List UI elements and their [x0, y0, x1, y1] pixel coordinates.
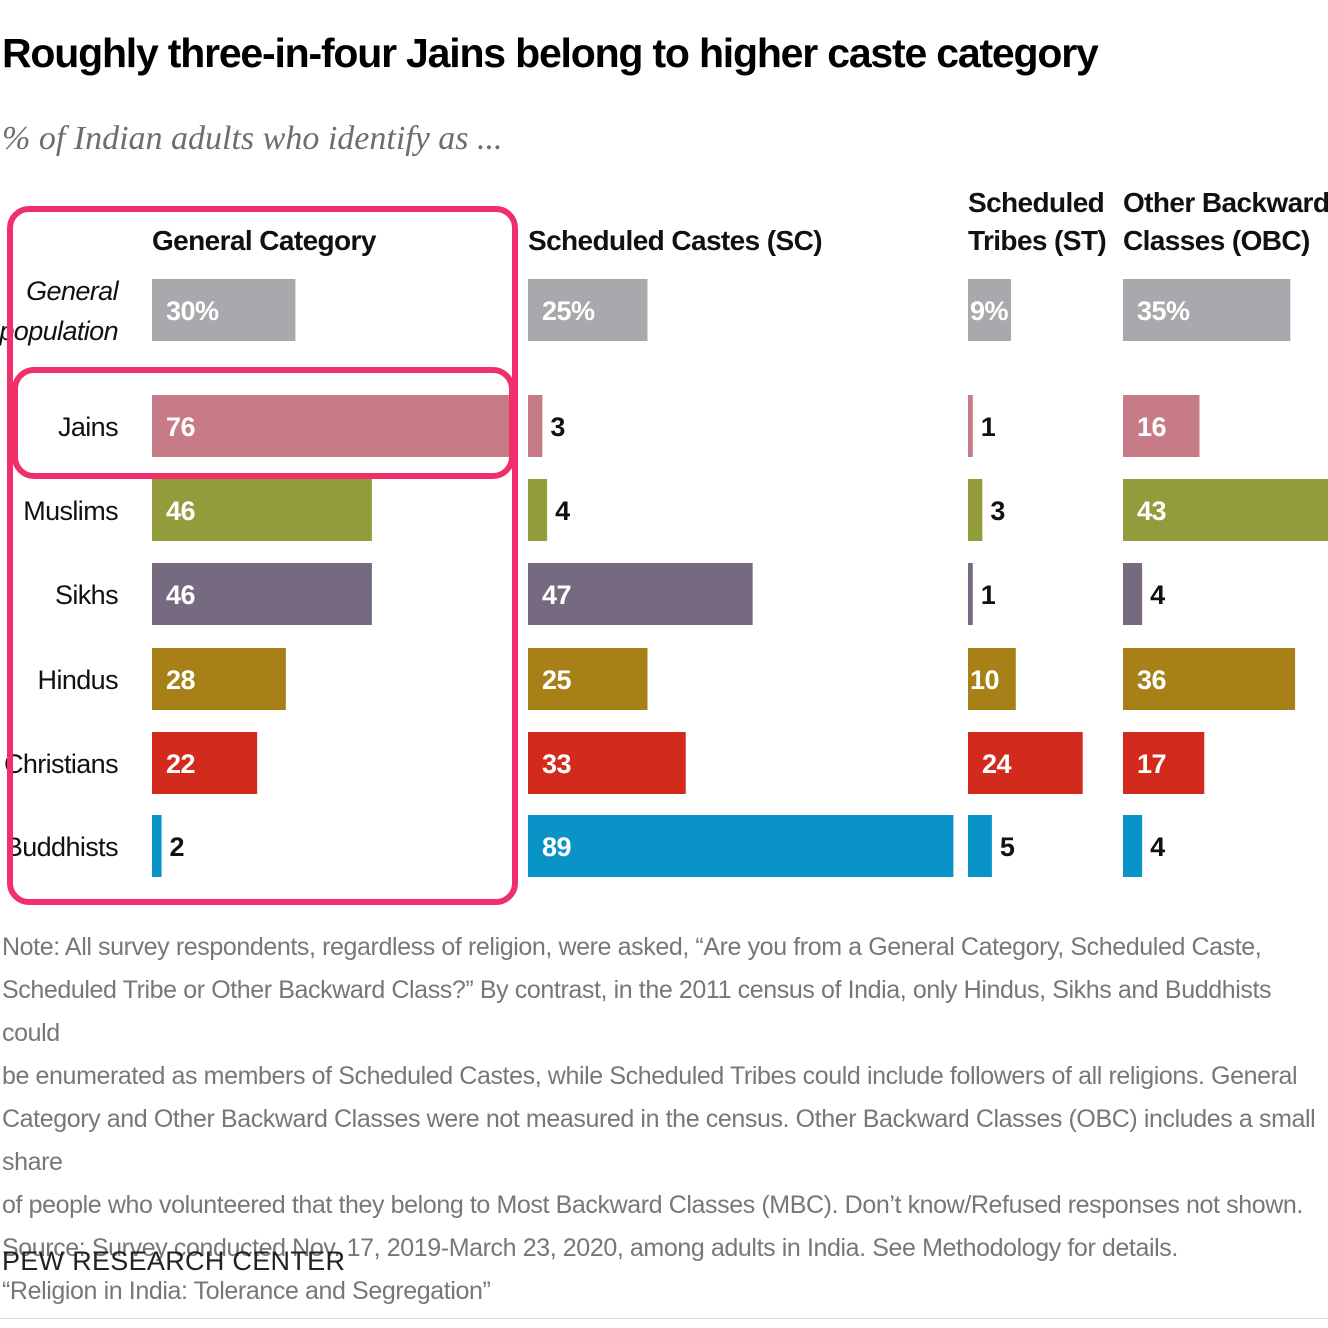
bar-scheduled-tribes-st-general-population [968, 279, 1012, 341]
bar-scheduled-castes-sc-jains [528, 395, 543, 457]
value-label-other-backward-classes-obc-buddhists: 4 [1150, 832, 1165, 862]
bar-general-category-buddhists [152, 815, 162, 877]
bar-general-category-general-population [152, 279, 296, 341]
bar-other-backward-classes-obc-jains [1123, 395, 1200, 457]
value-label-scheduled-castes-sc-buddhists: 89 [542, 832, 572, 862]
bar-scheduled-castes-sc-buddhists [528, 815, 954, 877]
value-label-other-backward-classes-obc-jains: 16 [1137, 412, 1167, 442]
value-label-general-category-sikhs: 46 [166, 580, 196, 610]
panel-header-scheduled-tribes-st: Scheduled Tribes (ST) [968, 187, 1106, 256]
chart-note: Note: All survey respondents, regardless… [2, 926, 1322, 1313]
note-line: Note: All survey respondents, regardless… [2, 933, 1262, 961]
value-label-other-backward-classes-obc-general-population: 35% [1137, 296, 1190, 326]
value-label-scheduled-tribes-st-sikhs: 1 [981, 580, 996, 610]
row-label-christians: Christians [4, 749, 118, 779]
row-label-sikhs: Sikhs [55, 580, 118, 610]
panel-header-other-backward-classes-obc: Other Backward Classes (OBC) [1123, 187, 1328, 256]
bar-other-backward-classes-obc-muslims [1123, 479, 1328, 541]
row-label-muslims: Muslims [23, 496, 118, 526]
chart-title: Roughly three-in-four Jains belong to hi… [2, 30, 1099, 76]
report-title-line: “Religion in India: Tolerance and Segreg… [2, 1277, 491, 1305]
bar-scheduled-castes-sc-christians [528, 732, 686, 794]
value-label-scheduled-tribes-st-general-population: 9% [970, 296, 1009, 326]
value-label-scheduled-tribes-st-jains: 1 [981, 412, 996, 442]
value-label-scheduled-castes-sc-muslims: 4 [555, 496, 570, 526]
row-label-general-population: General population [0, 276, 120, 346]
value-label-scheduled-castes-sc-general-population: 25% [542, 296, 595, 326]
value-label-general-category-christians: 22 [166, 749, 195, 779]
row-label-buddhists: Buddhists [5, 832, 118, 862]
value-label-general-category-muslims: 46 [166, 496, 196, 526]
bar-scheduled-castes-sc-general-population [528, 279, 648, 341]
value-label-scheduled-tribes-st-muslims: 3 [990, 496, 1005, 526]
value-label-general-category-jains: 76 [166, 412, 196, 442]
chart-subtitle: % of Indian adults who identify as ... [2, 120, 503, 157]
row-label-jains: Jains [58, 412, 118, 442]
value-label-scheduled-tribes-st-buddhists: 5 [1000, 832, 1015, 862]
value-label-other-backward-classes-obc-muslims: 43 [1137, 496, 1167, 526]
value-label-general-category-hindus: 28 [166, 665, 196, 695]
bar-other-backward-classes-obc-hindus [1123, 648, 1296, 710]
value-label-general-category-general-population: 30% [166, 296, 219, 326]
value-label-other-backward-classes-obc-hindus: 36 [1137, 665, 1167, 695]
bar-scheduled-tribes-st-jains [968, 395, 973, 457]
bar-scheduled-castes-sc-sikhs [528, 563, 753, 625]
brand-logo-text: PEW RESEARCH CENTER [2, 1246, 346, 1276]
bar-general-category-christians [152, 732, 258, 794]
bar-general-category-jains [152, 395, 516, 457]
value-label-scheduled-castes-sc-jains: 3 [550, 412, 565, 442]
note-line: Category and Other Backward Classes were… [2, 1105, 1316, 1176]
bar-other-backward-classes-obc-buddhists [1123, 815, 1143, 877]
bar-other-backward-classes-obc-christians [1123, 732, 1205, 794]
panel-header-scheduled-castes-sc: Scheduled Castes (SC) [528, 225, 822, 256]
value-label-scheduled-castes-sc-christians: 33 [542, 749, 572, 779]
row-label-hindus: Hindus [38, 665, 119, 695]
highlight-box-general-category [7, 206, 518, 905]
highlight-box-jains [12, 367, 515, 479]
bar-general-category-hindus [152, 648, 286, 710]
value-label-other-backward-classes-obc-christians: 17 [1137, 749, 1166, 779]
bar-scheduled-tribes-st-buddhists [968, 815, 992, 877]
value-label-scheduled-castes-sc-sikhs: 47 [542, 580, 571, 610]
note-line: be enumerated as members of Scheduled Ca… [2, 1062, 1298, 1090]
bar-scheduled-tribes-st-sikhs [968, 563, 973, 625]
bar-other-backward-classes-obc-sikhs [1123, 563, 1143, 625]
value-label-scheduled-tribes-st-hindus: 10 [970, 665, 999, 695]
bar-scheduled-castes-sc-muslims [528, 479, 548, 541]
bar-general-category-muslims [152, 479, 372, 541]
source-line: Source: Survey conducted Nov. 17, 2019-M… [2, 1234, 1178, 1262]
value-label-other-backward-classes-obc-sikhs: 4 [1150, 580, 1165, 610]
value-label-scheduled-tribes-st-christians: 24 [982, 749, 1012, 779]
bar-general-category-sikhs [152, 563, 372, 625]
value-label-scheduled-castes-sc-hindus: 25 [542, 665, 572, 695]
bar-scheduled-tribes-st-hindus [968, 648, 1016, 710]
bar-scheduled-castes-sc-hindus [528, 648, 648, 710]
note-line: of people who volunteered that they belo… [2, 1191, 1303, 1219]
bar-other-backward-classes-obc-general-population [1123, 279, 1291, 341]
bar-scheduled-tribes-st-christians [968, 732, 1083, 794]
note-line: Scheduled Tribe or Other Backward Class?… [2, 976, 1272, 1047]
value-label-general-category-buddhists: 2 [170, 832, 185, 862]
bar-scheduled-tribes-st-muslims [968, 479, 983, 541]
bar-chart: General Category Scheduled Castes (SC) Sch… [0, 187, 1328, 877]
panel-header-general-category: General Category [152, 225, 377, 256]
bottom-divider [0, 1318, 1328, 1319]
